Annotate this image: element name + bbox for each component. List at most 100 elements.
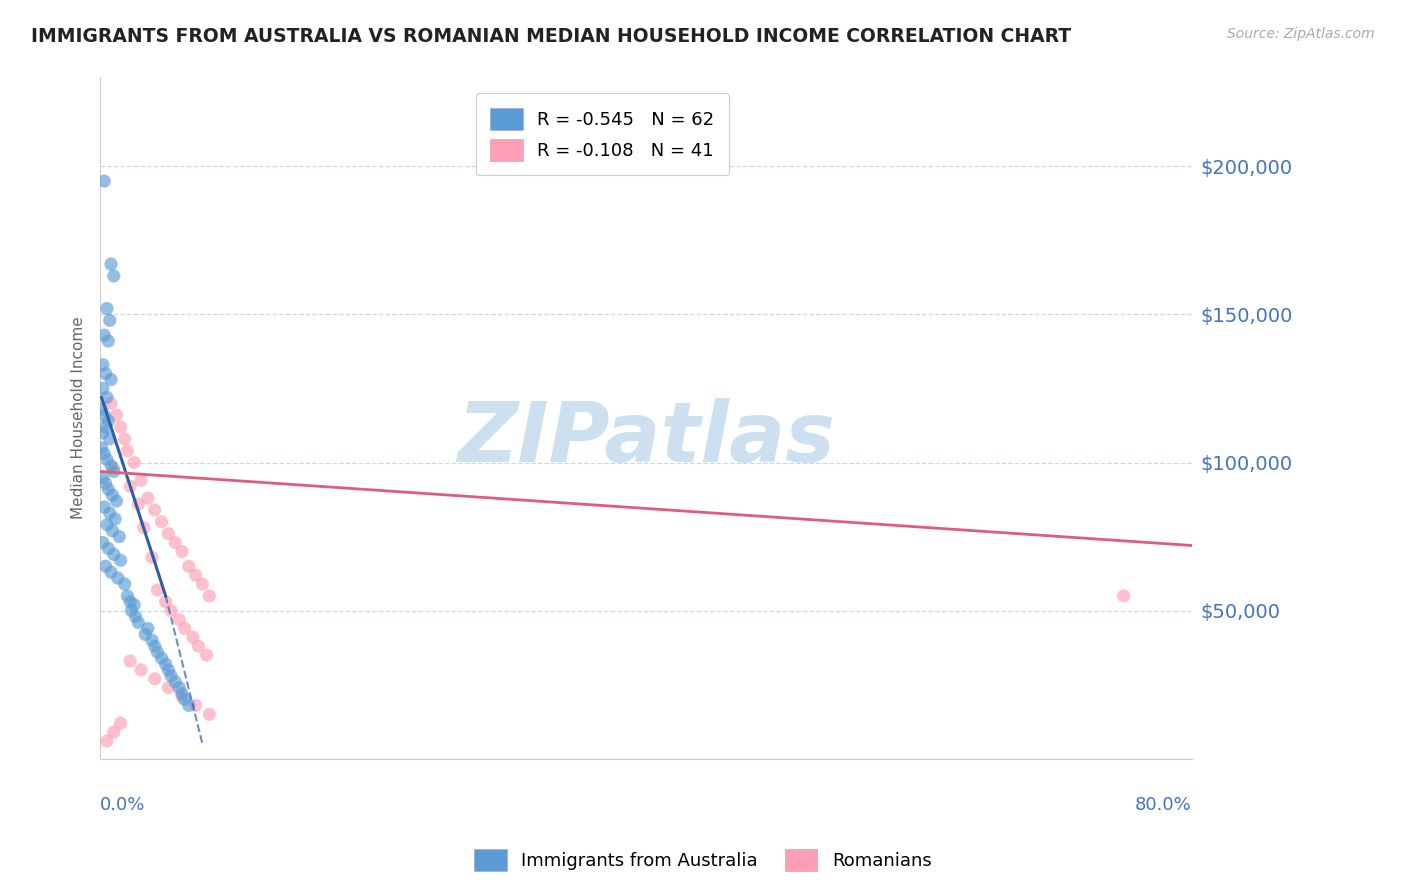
Point [98, 506, 121, 520]
Text: IMMIGRANTS FROM AUSTRALIA VS ROMANIAN MEDIAN HOUSEHOLD INCOME CORRELATION CHART: IMMIGRANTS FROM AUSTRALIA VS ROMANIAN ME… [31, 27, 1071, 45]
Point [101, 524, 124, 538]
Point [120, 654, 142, 668]
Point [177, 559, 200, 574]
Point [120, 595, 142, 609]
Point [107, 571, 129, 585]
Point [91, 535, 114, 549]
Point [101, 488, 124, 502]
Point [141, 633, 163, 648]
Y-axis label: Median Household Income: Median Household Income [72, 317, 86, 519]
Point [100, 257, 122, 271]
Point [96, 301, 118, 316]
Point [177, 698, 200, 713]
Point [93, 328, 115, 343]
Point [198, 707, 221, 722]
Point [114, 432, 136, 446]
Point [117, 443, 139, 458]
Point [108, 530, 131, 544]
Point [124, 609, 146, 624]
Text: ZIPatlas: ZIPatlas [457, 398, 835, 479]
Point [96, 517, 118, 532]
Point [157, 681, 180, 695]
Point [160, 669, 183, 683]
Point [191, 577, 214, 591]
Point [184, 698, 207, 713]
Point [122, 598, 145, 612]
Point [1112, 589, 1135, 603]
Point [98, 432, 121, 446]
Point [136, 491, 159, 505]
Point [90, 402, 112, 417]
Point [96, 734, 118, 748]
Point [143, 503, 166, 517]
Point [160, 604, 183, 618]
Point [169, 681, 191, 695]
Point [146, 582, 169, 597]
Point [165, 535, 187, 549]
Point [93, 174, 115, 188]
Point [198, 589, 221, 603]
Point [120, 479, 142, 493]
Point [157, 526, 180, 541]
Point [129, 473, 152, 487]
Point [150, 651, 173, 665]
Point [93, 500, 115, 514]
Point [187, 639, 209, 653]
Point [94, 559, 117, 574]
Point [143, 639, 166, 653]
Point [143, 672, 166, 686]
Point [132, 521, 155, 535]
Point [110, 716, 132, 731]
Point [98, 313, 121, 327]
Point [104, 512, 127, 526]
Point [134, 627, 156, 641]
Point [155, 657, 177, 671]
Point [169, 613, 191, 627]
Point [181, 630, 204, 644]
Point [103, 461, 125, 475]
Point [94, 476, 117, 491]
Text: Source: ZipAtlas.com: Source: ZipAtlas.com [1227, 27, 1375, 41]
Point [90, 441, 112, 455]
Point [91, 382, 114, 396]
Point [91, 358, 114, 372]
Point [127, 615, 149, 630]
Point [170, 544, 193, 558]
Text: 80.0%: 80.0% [1135, 797, 1192, 814]
Point [173, 622, 195, 636]
Point [94, 367, 117, 381]
Point [157, 663, 180, 677]
Legend: R = -0.545   N = 62, R = -0.108   N = 41: R = -0.545 N = 62, R = -0.108 N = 41 [475, 94, 728, 175]
Point [103, 548, 125, 562]
Point [97, 541, 120, 556]
Point [165, 674, 187, 689]
Point [122, 456, 145, 470]
Point [141, 550, 163, 565]
Point [114, 577, 136, 591]
Point [93, 447, 115, 461]
Point [97, 482, 120, 496]
Point [117, 589, 139, 603]
Point [170, 690, 193, 704]
Point [155, 595, 177, 609]
Point [94, 420, 117, 434]
Point [170, 687, 193, 701]
Point [150, 515, 173, 529]
Point [91, 425, 114, 440]
Point [97, 414, 120, 428]
Point [100, 565, 122, 579]
Point [146, 645, 169, 659]
Point [100, 458, 122, 473]
Point [103, 725, 125, 739]
Point [103, 268, 125, 283]
Point [184, 568, 207, 582]
Point [127, 497, 149, 511]
Point [136, 622, 159, 636]
Point [173, 692, 195, 706]
Point [129, 663, 152, 677]
Text: 0.0%: 0.0% [100, 797, 145, 814]
Point [97, 334, 120, 348]
Point [96, 390, 118, 404]
Point [100, 373, 122, 387]
Point [121, 604, 143, 618]
